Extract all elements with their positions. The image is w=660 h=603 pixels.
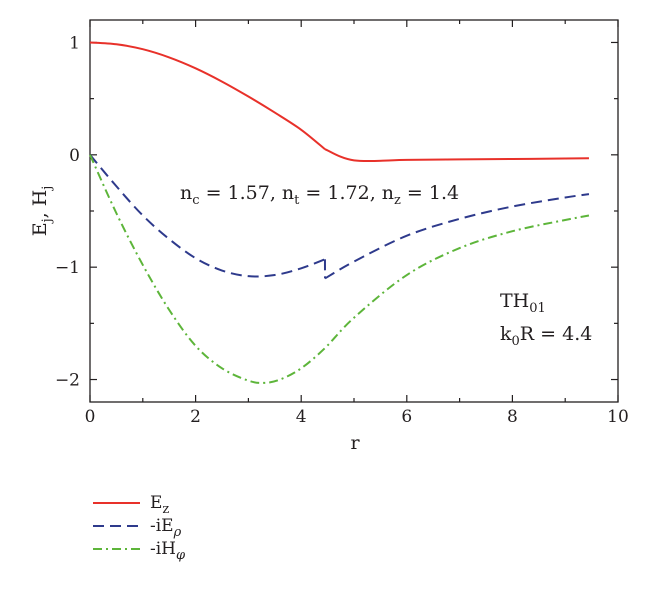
- legend-label-hphi: -iHφ: [150, 539, 186, 563]
- mode-annotation: TH01: [500, 290, 546, 316]
- refractive-index-annotation: nc = 1.57, nt = 1.72, nz = 1.4: [180, 182, 459, 208]
- x-tick-label: 4: [296, 407, 307, 427]
- y-tick-label: 1: [69, 33, 80, 53]
- series-line-0: [89, 41, 589, 163]
- x-axis-title: r: [350, 432, 360, 454]
- x-tick-label: 0: [85, 407, 96, 427]
- series-layer: [89, 41, 590, 384]
- k0r-annotation: k0R = 4.4: [500, 323, 592, 349]
- x-tick-label: 10: [607, 407, 629, 427]
- y-tick-label: −1: [55, 258, 80, 278]
- legend: Ez -iEρ -iHφ: [93, 493, 186, 563]
- y-axis-title: Ej, Hj: [29, 186, 55, 237]
- legend-label-ez: Ez: [150, 493, 169, 517]
- series-line-1: [89, 154, 590, 280]
- y-tick-label: 0: [69, 146, 80, 166]
- y-tick-label: −2: [55, 371, 80, 391]
- series-line-2: [89, 154, 590, 384]
- x-tick-label: 2: [190, 407, 201, 427]
- x-axis-ticks: 0 2 4 6 8 10: [85, 20, 629, 427]
- x-tick-label: 8: [507, 407, 518, 427]
- legend-label-erho: -iEρ: [150, 516, 182, 540]
- x-tick-label: 6: [401, 407, 412, 427]
